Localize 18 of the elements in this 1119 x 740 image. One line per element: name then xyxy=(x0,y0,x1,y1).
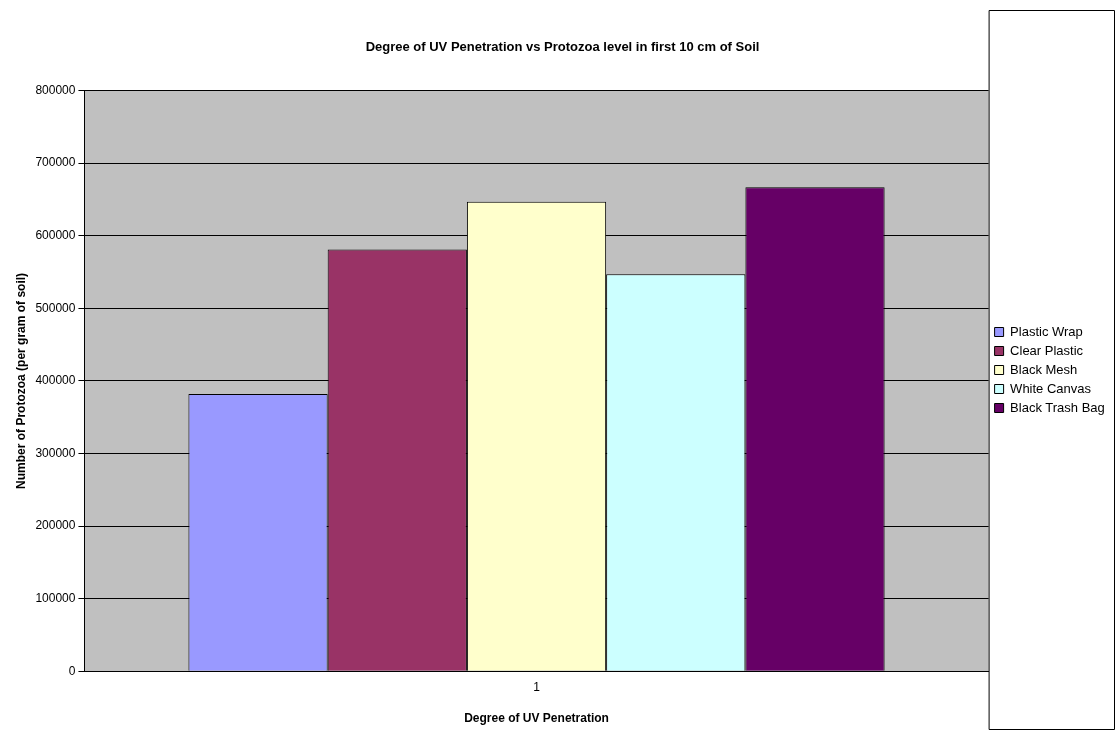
x-tick-label: 1 xyxy=(533,679,541,694)
y-axis-title: Number of Protozoa (per gram of soil) xyxy=(13,272,28,489)
legend-label: White Canvas xyxy=(1010,380,1092,396)
y-tick-label: 600000 xyxy=(35,228,76,243)
legend-label: Black Mesh xyxy=(1010,361,1078,377)
chart-title: Degree of UV Penetration vs Protozoa level in first 10 cm of Soil xyxy=(365,39,760,55)
y-tick-label: 100000 xyxy=(35,590,76,605)
y-tick-label: 700000 xyxy=(35,155,76,170)
legend-label: Clear Plastic xyxy=(1010,342,1084,358)
y-tick-label: 800000 xyxy=(35,82,76,97)
y-tick-label: 200000 xyxy=(35,518,76,533)
x-axis-title: Degree of UV Penetration xyxy=(464,711,609,726)
y-tick-label: 500000 xyxy=(35,300,76,315)
legend-label: Black Trash Bag xyxy=(1010,399,1105,415)
y-tick-label: 0 xyxy=(68,663,76,678)
y-tick-label: 400000 xyxy=(35,373,76,388)
y-tick-label: 300000 xyxy=(35,445,76,460)
legend-label: Plastic Wrap xyxy=(1010,323,1083,339)
